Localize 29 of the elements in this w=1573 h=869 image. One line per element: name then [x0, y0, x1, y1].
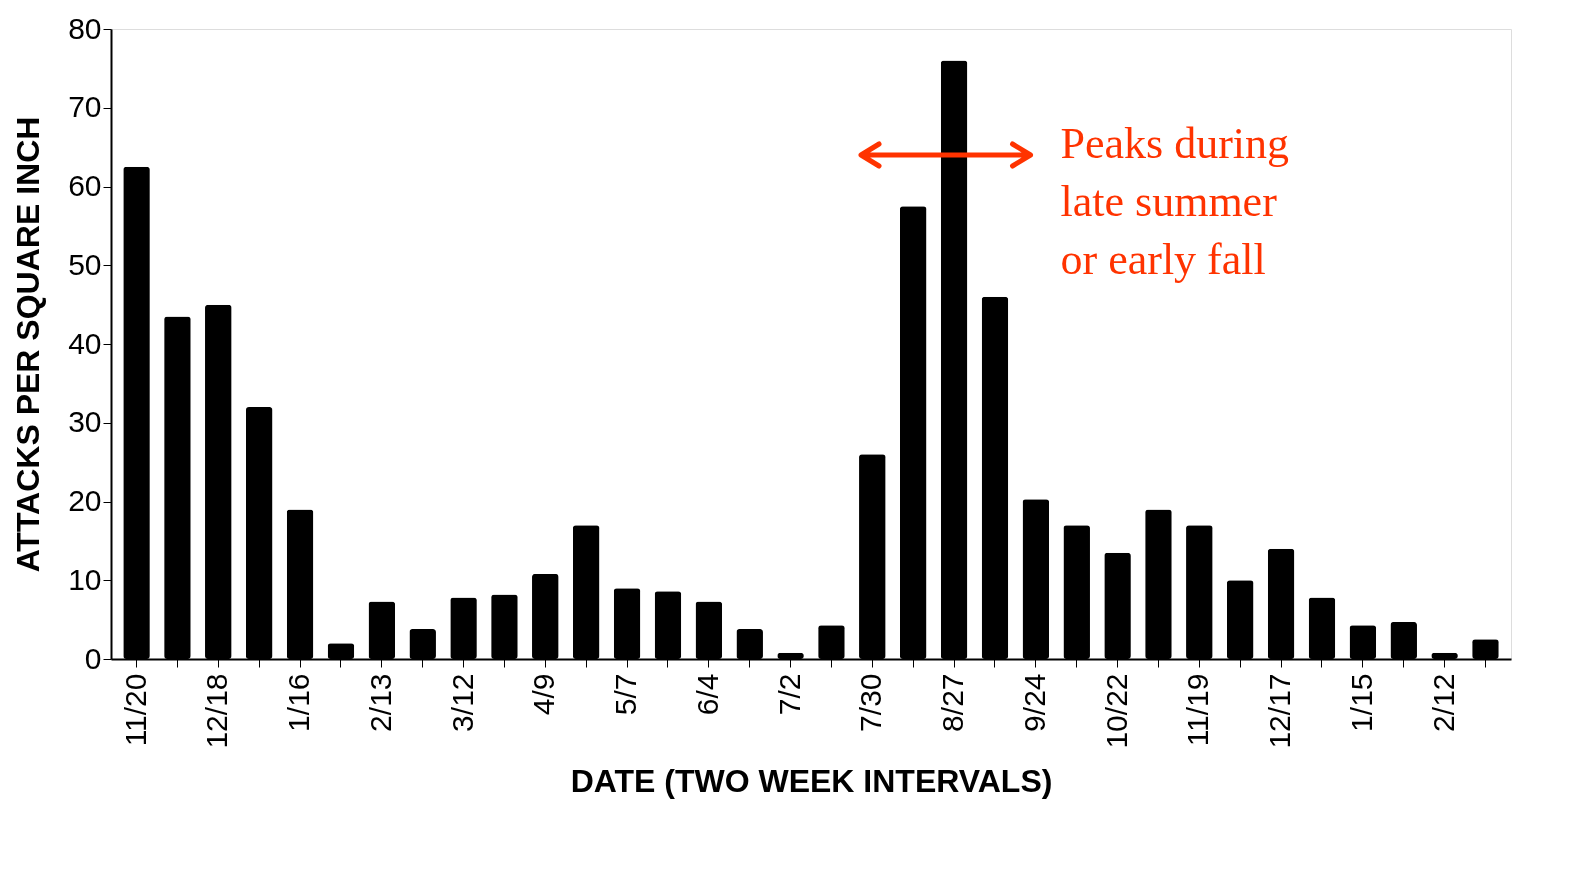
- x-tick-label: 7/2: [772, 673, 806, 716]
- x-tick-label: 5/7: [609, 673, 643, 716]
- x-tick-label: 6/4: [690, 673, 724, 716]
- x-tick-label: 11/20: [118, 673, 152, 747]
- x-tick-label: 1/15: [1344, 673, 1378, 732]
- y-tick-label: 20: [68, 484, 102, 517]
- y-tick-label: 0: [84, 641, 102, 675]
- x-tick-label: 2/13: [363, 673, 397, 732]
- x-tick-label: 11/19: [1181, 673, 1215, 747]
- x-tick-label: 9/24: [1017, 673, 1051, 732]
- y-axis-title: ATTACKS PER SQUARE INCH: [10, 116, 47, 573]
- y-tick-label: 10: [68, 562, 102, 596]
- x-tick-label: 7/30: [854, 673, 888, 732]
- x-tick-label: 4/9: [527, 673, 561, 716]
- x-tick-label: 12/17: [1263, 673, 1297, 749]
- x-axis-title: DATE (TWO WEEK INTERVALS): [570, 762, 1053, 799]
- x-tick-label: 8/27: [936, 673, 970, 732]
- x-tick-label: 12/18: [200, 673, 234, 749]
- x-tick-label: 3/12: [445, 673, 479, 732]
- y-tick-label: 40: [68, 326, 102, 360]
- y-tick-label: 30: [68, 405, 102, 439]
- y-tick-label: 50: [68, 247, 102, 281]
- annotation: Peaks during late summer or early fall: [1060, 119, 1290, 284]
- x-tick-label: 2/12: [1426, 673, 1460, 732]
- y-tick-label: 70: [68, 90, 102, 124]
- y-tick-label: 80: [68, 11, 102, 45]
- x-tick-label: 10/22: [1099, 673, 1133, 749]
- y-tick-label: 60: [68, 169, 102, 202]
- x-tick-label: 1/16: [282, 673, 316, 732]
